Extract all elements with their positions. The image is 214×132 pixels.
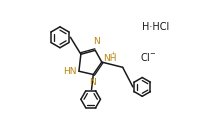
Text: Cl$^{-}$: Cl$^{-}$ — [141, 51, 157, 63]
Text: N: N — [89, 78, 96, 87]
Text: H·HCl: H·HCl — [142, 22, 169, 32]
Text: HN: HN — [64, 67, 77, 76]
Text: NH: NH — [103, 54, 116, 63]
Text: N: N — [93, 37, 100, 46]
Text: +: + — [110, 51, 116, 56]
